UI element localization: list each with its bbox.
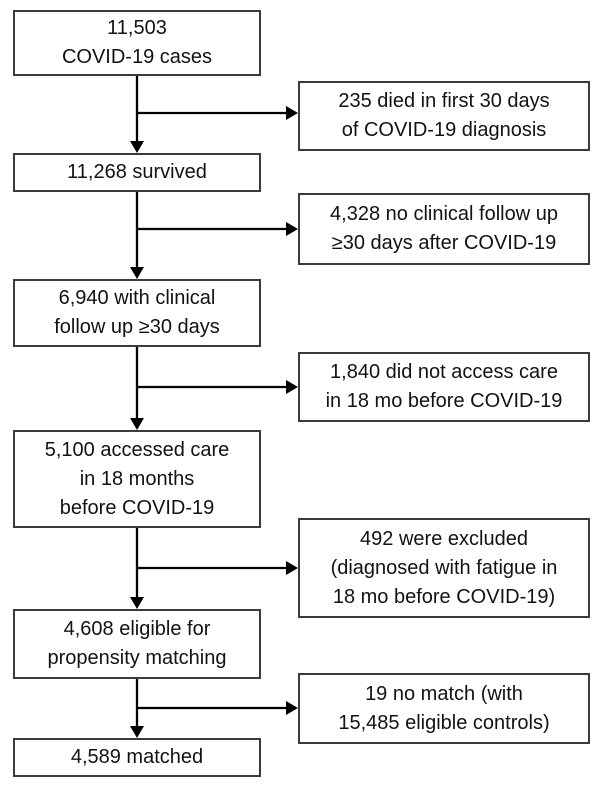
exclusion-box-fatigue-excluded: 492 were excluded (diagnosed with fatigu…	[298, 518, 590, 618]
flow-box-matched: 4,589 matched	[13, 738, 261, 777]
arrow-eligible-to-matched	[130, 679, 298, 738]
flow-box-followup: 6,940 with clinical follow up ≥30 days	[13, 279, 261, 347]
exclusion-box-no-care-access: 1,840 did not access care in 18 mo befor…	[298, 352, 590, 422]
flow-box-survived: 11,268 survived	[13, 153, 261, 192]
arrow-survived-to-followup	[130, 192, 298, 279]
exclusion-box-died: 235 died in first 30 days of COVID-19 di…	[298, 81, 590, 151]
flow-box-accessed-care: 5,100 accessed care in 18 months before …	[13, 430, 261, 528]
flow-box-eligible: 4,608 eligible for propensity matching	[13, 609, 261, 679]
exclusion-box-no-followup: 4,328 no clinical follow up ≥30 days aft…	[298, 193, 590, 265]
arrow-accessed-care-to-eligible	[130, 528, 298, 609]
arrow-followup-to-accessed-care	[130, 347, 298, 430]
arrow-cases-to-survived	[130, 76, 298, 153]
exclusion-box-no-match: 19 no match (with 15,485 eligible contro…	[298, 673, 590, 744]
flow-box-cases: 11,503 COVID-19 cases	[13, 10, 261, 76]
